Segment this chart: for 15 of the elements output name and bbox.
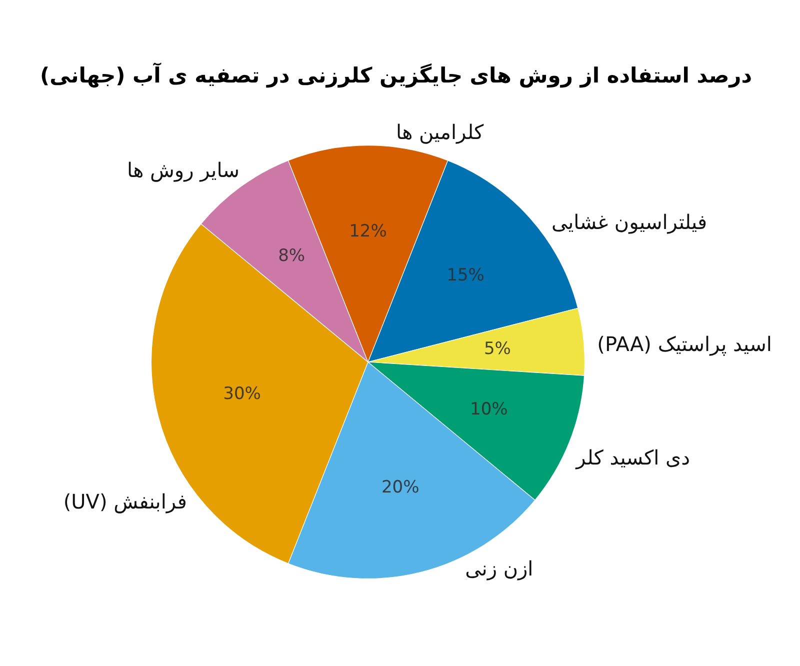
chart-title: درصد استفاده از روش های جایگزین کلرزنی در تصفیه ی آب (جهانی) (40, 61, 752, 88)
data-label: 10% (470, 399, 508, 420)
slice-label: سایر روش ها (127, 158, 240, 182)
slice-label: اسید پراستیک (PAA) (597, 332, 772, 356)
data-label: 8% (278, 246, 306, 266)
slice-label: فیلتراسیون غشایی (551, 210, 708, 234)
slice-label: ازن زنی (465, 556, 534, 580)
data-label: 12% (349, 221, 387, 242)
slice-label: فرابنفش (UV) (63, 490, 187, 514)
data-label: 15% (446, 265, 484, 286)
data-label: 20% (381, 477, 420, 498)
slice-label: کلرامین ها (396, 120, 484, 144)
data-label: 30% (223, 384, 261, 404)
data-label: 5% (484, 339, 511, 360)
slice-label: دی اکسید کلر (575, 445, 690, 470)
